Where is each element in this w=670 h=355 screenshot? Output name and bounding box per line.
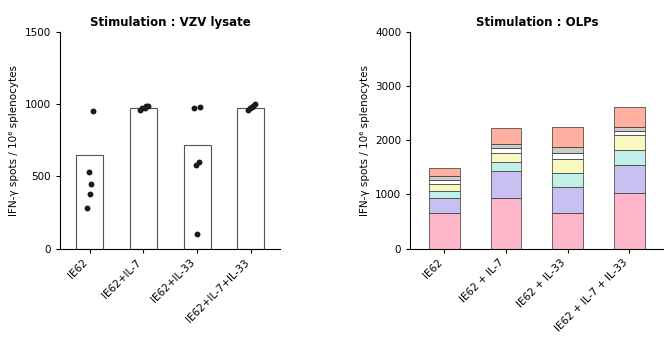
- Bar: [429, 168, 460, 176]
- Bar: [130, 108, 157, 248]
- Bar: [614, 193, 645, 248]
- Y-axis label: IFN-γ spots / 10⁶ splenocytes: IFN-γ spots / 10⁶ splenocytes: [9, 65, 19, 216]
- Title: Stimulation : OLPs: Stimulation : OLPs: [476, 16, 598, 29]
- Bar: [552, 159, 583, 173]
- Bar: [429, 180, 460, 184]
- Bar: [429, 184, 460, 191]
- Point: [86, 181, 96, 186]
- Bar: [184, 144, 210, 248]
- Point: [143, 103, 153, 108]
- Bar: [76, 155, 103, 248]
- Point: [190, 162, 201, 168]
- Bar: [429, 213, 460, 248]
- Point: [245, 106, 255, 111]
- Y-axis label: IFN-γ spots / 10⁶ splenocytes: IFN-γ spots / 10⁶ splenocytes: [360, 65, 370, 216]
- Bar: [614, 135, 645, 150]
- Bar: [614, 150, 645, 165]
- Bar: [614, 127, 645, 131]
- Point: [242, 107, 253, 113]
- Bar: [429, 176, 460, 180]
- Bar: [429, 191, 460, 198]
- Bar: [552, 187, 583, 213]
- Bar: [614, 165, 645, 193]
- Point: [139, 105, 150, 111]
- Bar: [552, 147, 583, 153]
- Bar: [429, 198, 460, 213]
- Point: [194, 159, 204, 165]
- Bar: [552, 213, 583, 248]
- Point: [141, 103, 151, 109]
- Point: [84, 191, 95, 196]
- Point: [135, 107, 145, 113]
- Point: [82, 205, 92, 211]
- Bar: [490, 153, 521, 162]
- Bar: [552, 153, 583, 159]
- Point: [189, 106, 200, 111]
- Bar: [237, 108, 264, 248]
- Bar: [490, 198, 521, 248]
- Point: [248, 103, 259, 109]
- Point: [83, 169, 94, 175]
- Bar: [552, 173, 583, 187]
- Bar: [552, 127, 583, 147]
- Bar: [490, 128, 521, 144]
- Bar: [490, 162, 521, 171]
- Bar: [614, 107, 645, 127]
- Bar: [490, 171, 521, 198]
- Point: [88, 109, 98, 114]
- Point: [137, 105, 148, 111]
- Bar: [614, 131, 645, 135]
- Bar: [490, 144, 521, 148]
- Point: [247, 104, 257, 110]
- Bar: [490, 148, 521, 153]
- Point: [194, 104, 205, 110]
- Point: [250, 101, 261, 107]
- Title: Stimulation : VZV lysate: Stimulation : VZV lysate: [90, 16, 251, 29]
- Point: [192, 231, 202, 237]
